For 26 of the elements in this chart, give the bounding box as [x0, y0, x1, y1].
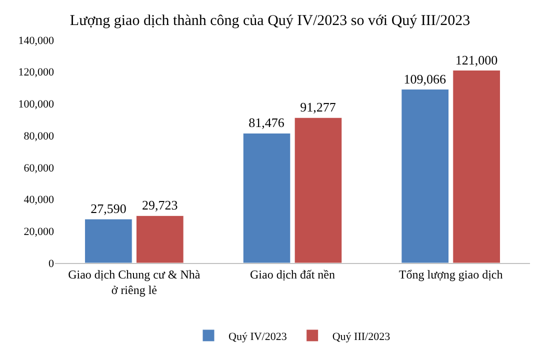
- y-tick-label: 100,000: [18, 98, 54, 111]
- bar: [242, 132, 291, 263]
- data-label: 91,277: [300, 100, 336, 115]
- legend-label: Quý III/2023: [332, 330, 391, 343]
- y-tick-label: 20,000: [24, 226, 54, 238]
- y-tick-label: 0: [48, 258, 54, 270]
- data-label: 121,000: [455, 52, 498, 68]
- y-tick-label: 40,000: [24, 194, 54, 206]
- bar: [452, 70, 500, 263]
- data-label: 109,066: [404, 71, 446, 86]
- data-label: 29,723: [142, 198, 178, 213]
- bar: [136, 215, 184, 263]
- y-tick-label: 80,000: [24, 130, 54, 142]
- legend-label: Quý IV/2023: [228, 330, 288, 343]
- y-tick-label: 60,000: [24, 162, 54, 174]
- bar: [84, 218, 132, 263]
- y-tick-label: 120,000: [18, 66, 54, 79]
- x-tick-label: Giao dịch Chung cư & Nhà ở riêng lẻ: [68, 267, 201, 297]
- bar: [401, 89, 450, 263]
- y-tick-label: 140,000: [18, 34, 54, 47]
- data-label: 81,476: [248, 115, 285, 130]
- chart-title: Lượng giao dịch thành công của Quý IV/2023 so với Quý III/2023: [70, 12, 470, 29]
- x-tick-label: Tổng lượng giao dịch: [398, 267, 503, 282]
- data-label: 27,590: [90, 201, 126, 216]
- x-tick-label: Giao dịch đất nền: [250, 267, 335, 282]
- bar: [294, 117, 342, 263]
